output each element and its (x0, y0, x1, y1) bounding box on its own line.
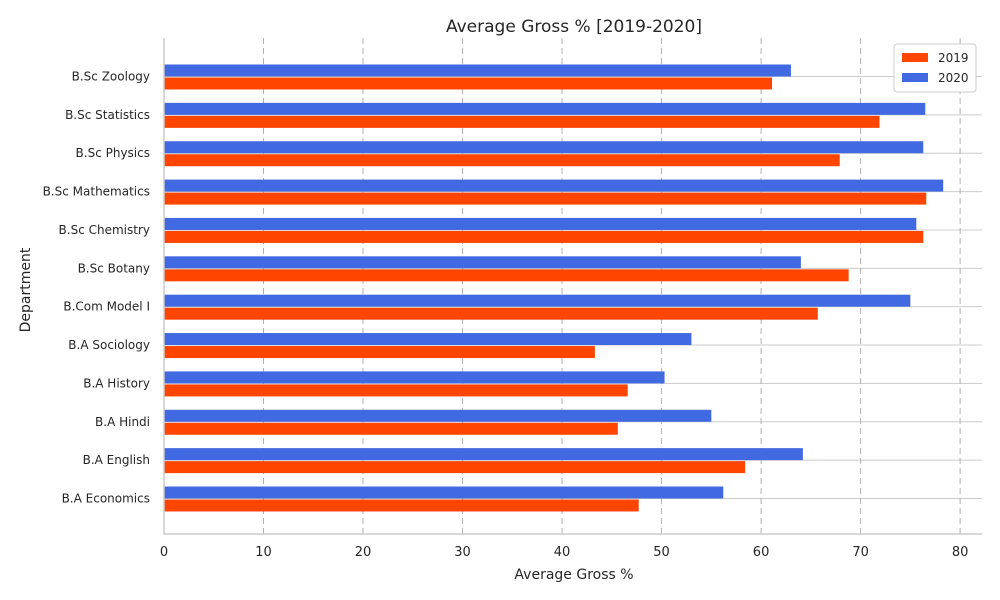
bar-2019 (164, 499, 639, 512)
x-tick-labels: 0 10 20 30 40 50 60 70 80 (160, 545, 969, 560)
y-tick-label: B.A Hindi (95, 415, 150, 429)
y-tick-label: B.Sc Chemistry (59, 223, 150, 237)
legend: 2019 2020 (893, 43, 977, 93)
x-axis-label: Average Gross % (514, 567, 633, 583)
x-tick-label: 50 (653, 545, 670, 560)
x-tick-label: 20 (355, 545, 372, 560)
bar-2020 (164, 409, 712, 422)
x-tick-label: 60 (753, 545, 770, 560)
y-tick-label: B.A Economics (62, 492, 150, 506)
chart-title: Average Gross % [2019-2020] (446, 17, 702, 37)
bar-2020 (164, 256, 801, 269)
x-tick-label: 30 (454, 545, 471, 560)
bar-2019 (164, 77, 773, 90)
legend-label-2019: 2019 (938, 51, 969, 65)
bar-2020 (164, 371, 665, 384)
y-tick-labels: B.A Economics B.A English B.A Hindi B.A His… (43, 70, 150, 506)
x-tick-label: 70 (852, 545, 869, 560)
bar-2020 (164, 64, 791, 77)
x-tick-label: 80 (952, 545, 969, 560)
y-tick-label: B.Sc Mathematics (43, 185, 150, 199)
bar-2019 (164, 269, 849, 282)
y-tick-label: B.A History (83, 376, 150, 390)
bar-2019 (164, 230, 924, 243)
bars (164, 64, 944, 512)
x-tick-label: 0 (160, 545, 168, 560)
bar-2019 (164, 192, 927, 205)
bar-2020 (164, 294, 911, 307)
y-tick-label: B.A English (83, 453, 150, 467)
bar-2020 (164, 486, 724, 499)
bar-2019 (164, 422, 618, 435)
bar-2019 (164, 461, 746, 474)
legend-label-2020: 2020 (938, 71, 969, 85)
bar-2019 (164, 346, 595, 359)
bar-2019 (164, 154, 840, 167)
x-tick-label: 10 (255, 545, 272, 560)
axes (163, 38, 982, 535)
bar-2020 (164, 141, 924, 154)
y-tick-label: B.Sc Botany (78, 261, 150, 275)
y-tick-label: B.A Sociology (68, 338, 150, 352)
bar-2020 (164, 217, 917, 230)
y-tick-label: B.Sc Statistics (65, 108, 150, 122)
y-tick-label: B.Com Model I (63, 300, 150, 314)
x-tick-label: 40 (554, 545, 571, 560)
bar-2020 (164, 102, 926, 115)
y-tick-label: B.Sc Physics (76, 146, 150, 160)
bar-2019 (164, 384, 628, 397)
legend-swatch-2020 (902, 73, 928, 82)
bar-2020 (164, 333, 692, 346)
bar-2019 (164, 115, 880, 128)
bar-2020 (164, 179, 944, 192)
legend-swatch-2019 (902, 53, 928, 62)
y-tick-label: B.Sc Zoology (72, 70, 150, 84)
y-axis-label: Department (18, 247, 34, 332)
bar-2020 (164, 448, 803, 461)
bar-2019 (164, 307, 818, 320)
